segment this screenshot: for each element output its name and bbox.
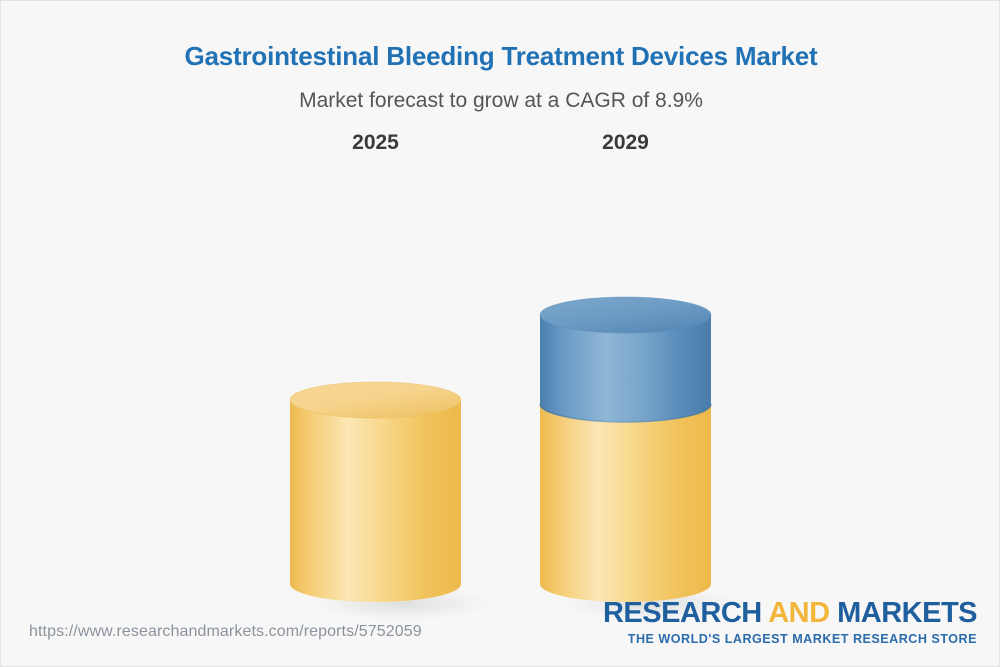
bar-group-2029: USD 1.3 Billion [539, 96, 744, 621]
cylinder-2029-svg [539, 296, 744, 621]
cylinder-2029-top-rim [539, 296, 712, 334]
cylinder-2025-svg [289, 381, 494, 621]
brand-word-markets: MARKETS [837, 597, 977, 629]
cylinder-2029[interactable] [539, 296, 744, 621]
cylinder-2025[interactable] [289, 381, 494, 621]
cylinder-2025-top [290, 382, 461, 418]
brand-wordmark: RESEARCH AND MARKETS [602, 597, 978, 629]
category-label-2029: 2029 [602, 131, 649, 154]
plot-area: USD 0.93 Billion [1, 1, 999, 621]
cylinder-2029-base-segment [540, 404, 711, 602]
brand-word-research: RESEARCH [602, 597, 762, 629]
brand-tagline: THE WORLD'S LARGEST MARKET RESEARCH STOR… [627, 631, 977, 646]
brand-word-and: AND [768, 597, 830, 629]
brand-logo[interactable]: RESEARCH AND MARKETS THE WORLD'S LARGEST… [602, 597, 978, 646]
report-url[interactable]: https://www.researchandmarkets.com/repor… [29, 623, 422, 640]
chart-title: Gastrointestinal Bleeding Treatment Devi… [184, 41, 818, 71]
cylinder-2029-seam [539, 403, 712, 423]
cylinder-2029-top [540, 297, 711, 333]
cylinder-2025-body [290, 400, 461, 602]
chart-subtitle: Market forecast to grow at a CAGR of 8.9… [299, 89, 703, 112]
bar-group-2025: USD 0.93 Billion [289, 96, 494, 621]
cylinder-2025-top-rim [289, 381, 462, 419]
cylinder-2029-growth-segment [540, 315, 711, 422]
category-label-2025: 2025 [352, 131, 399, 154]
